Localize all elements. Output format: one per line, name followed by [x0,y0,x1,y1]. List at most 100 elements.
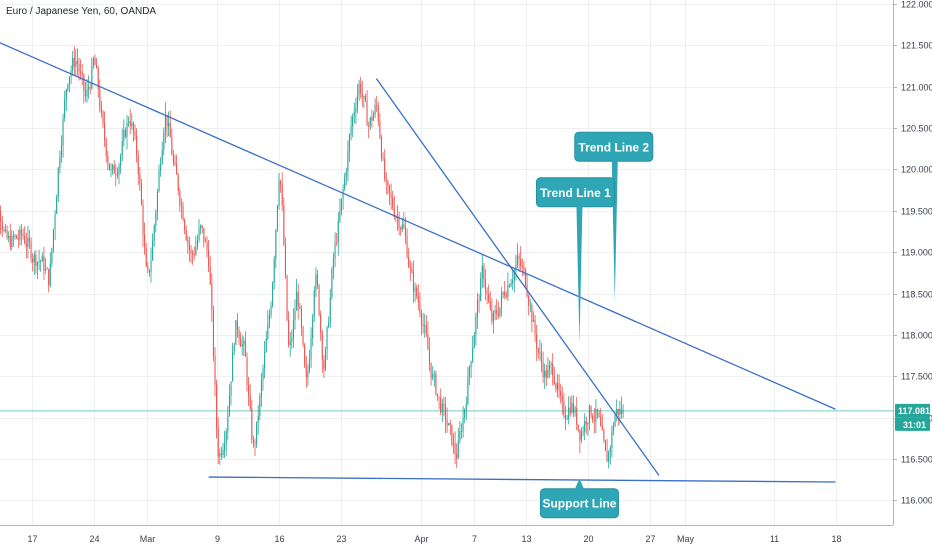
price-tick-label: 120.000 [901,165,932,175]
candle-body [283,206,284,245]
candle-body [506,296,507,297]
candle-body [231,382,232,396]
candle-body [138,155,139,174]
candle-body [509,285,510,286]
price-tick-label: 116.000 [901,496,932,506]
candle-body [213,310,214,357]
candle-body [210,267,211,285]
candle-body [175,162,176,164]
candle-body [106,139,107,156]
candle-body [15,236,16,237]
trend-line-2-callout[interactable]: Trend Line 2 [575,132,653,301]
support-line[interactable] [209,477,836,482]
trend-line-1-callout[interactable]: Trend Line 1 [536,178,614,343]
candle-body [144,235,145,249]
candle-body [10,236,11,248]
candle-body [587,423,588,424]
candle-body [101,109,102,113]
candle-body [42,256,43,261]
candle-body [535,320,536,334]
candle-body [450,423,451,425]
candle-body [431,363,432,379]
candle-body [74,58,75,67]
candle-body [522,266,523,267]
candle-body [237,320,238,329]
candle-body [55,214,56,230]
candle-body [229,395,230,415]
price-axis[interactable]: 122.000 121.500 121.000 120.500 120.000 119.5… [893,0,932,550]
candle-body [555,384,556,389]
candle-body [349,135,350,151]
candle-body [407,236,408,257]
candle-body [563,402,564,416]
candle-body [362,93,363,97]
candle-body [373,115,374,121]
candle-body [347,151,348,172]
time-tick-label: 9 [215,534,220,544]
candle-body [480,278,481,301]
candle-body [333,258,334,269]
candle-body [171,137,172,155]
candle-body [515,265,516,272]
candle-body [5,230,6,231]
candle-body [304,345,305,367]
candle-body [448,423,449,425]
candle-body [600,417,601,425]
callout-label: Support Line [542,497,616,511]
candle-body [160,164,161,171]
candle-body [410,267,411,269]
candle-body [221,453,222,455]
candle-body [3,230,4,231]
candle-body [291,338,292,341]
candle-body [211,284,212,310]
candle-body [602,425,603,430]
candle-body [586,421,587,424]
candle-body [584,421,585,431]
trend-line-2[interactable] [0,41,836,409]
candle-body [603,430,604,440]
candle-body [21,230,22,234]
candle-body [165,115,166,131]
candle-body [120,157,121,166]
candle-body [125,130,126,137]
candle-body [434,374,435,375]
candle-body [568,408,569,419]
candle-body [360,83,361,93]
candle-body [58,168,59,197]
candle-body [59,157,60,168]
grid-lines [0,0,893,525]
candle-body [594,421,595,422]
candle-body [16,236,17,239]
candle-body [445,405,446,420]
candle-body [336,243,337,244]
candle-body [13,236,14,237]
time-tick-label: 20 [583,534,593,544]
candle-body [424,325,425,326]
candle-body [469,367,470,377]
support-line-callout[interactable]: Support Line [540,479,618,518]
candle-body [259,396,260,416]
candle-body [495,310,496,313]
candle-body [458,441,459,459]
candle-body [287,276,288,320]
candle-body [146,249,147,266]
candle-body [503,292,504,295]
candle-body [104,123,105,139]
candle-body [170,123,171,137]
candle-body [239,330,240,339]
candle-body [490,302,491,309]
candle-body [279,181,280,206]
candle-body [427,334,428,349]
candles [0,46,624,468]
price-tick-label: 122.000 [901,0,932,10]
candle-body [567,419,568,420]
candle-body [34,255,35,263]
candle-body [402,225,403,230]
candle-body [359,83,360,95]
candle-body [379,121,380,137]
time-axis[interactable]: 17 24 Mar 9 16 23 Apr 7 13 20 27 May 11 18 [0,526,893,545]
candle-body [205,242,206,243]
drawn-lines[interactable] [0,41,836,482]
candle-body [611,432,612,448]
